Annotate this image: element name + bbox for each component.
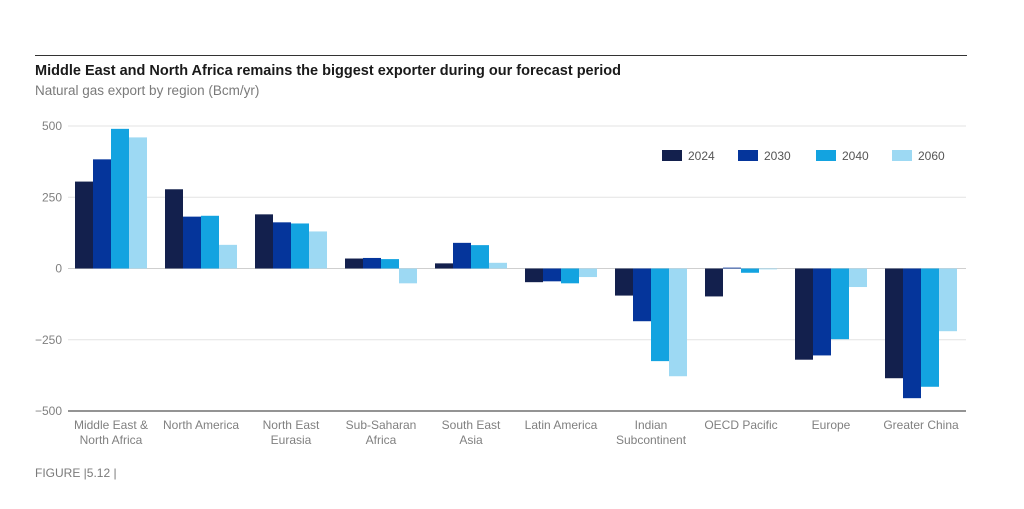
category-label: South East: [442, 418, 501, 432]
bar-2040: [471, 245, 489, 269]
bar-2030: [543, 268, 561, 282]
legend-label: 2030: [764, 149, 791, 163]
bar-2030: [903, 268, 921, 399]
bar-2024: [75, 181, 93, 269]
legend-swatch-2060: [892, 150, 912, 161]
legend-label: 2060: [918, 149, 945, 163]
bar-2030: [813, 268, 831, 356]
category-label: North Africa: [80, 433, 143, 447]
y-tick-label: −500: [35, 404, 62, 418]
bar-2030: [93, 159, 111, 269]
category-label: Indian: [635, 418, 668, 432]
category-label: Greater China: [883, 418, 959, 432]
chart-title: Middle East and North Africa remains the…: [35, 63, 622, 79]
top-rule: [35, 55, 967, 56]
bar-2040: [561, 268, 579, 284]
bar-2060: [939, 268, 957, 332]
bar-2060: [489, 262, 507, 269]
bar-2060: [849, 268, 867, 288]
bar-2040: [741, 268, 759, 273]
category-label: Middle East &: [74, 418, 148, 432]
legend-swatch-2040: [816, 150, 836, 161]
bar-2030: [723, 267, 741, 269]
legend-swatch-2030: [738, 150, 758, 161]
bar-2024: [705, 268, 723, 297]
bar-2030: [633, 268, 651, 322]
bar-2024: [525, 268, 543, 283]
chart-subtitle: Natural gas export by region (Bcm/yr): [35, 83, 260, 98]
legend-label: 2024: [688, 149, 715, 163]
bar-2024: [435, 263, 453, 269]
bar-2030: [183, 216, 201, 269]
legend-swatch-2024: [662, 150, 682, 161]
bar-2060: [579, 268, 597, 278]
bar-2030: [273, 222, 291, 269]
category-label: Africa: [366, 433, 397, 447]
bar-2060: [759, 268, 777, 270]
category-label: North America: [163, 418, 239, 432]
category-label: OECD Pacific: [704, 418, 777, 432]
category-label: Europe: [812, 418, 851, 432]
y-tick-label: 0: [55, 262, 62, 276]
bar-2024: [795, 268, 813, 360]
bar-2040: [291, 223, 309, 269]
bar-2024: [165, 189, 183, 269]
bar-2040: [921, 268, 939, 387]
bar-2030: [363, 257, 381, 269]
category-label: Sub-Saharan: [346, 418, 417, 432]
bar-2060: [399, 268, 417, 284]
category-label: North East: [263, 418, 320, 432]
bar-2040: [381, 259, 399, 269]
bar-2024: [615, 268, 633, 296]
bar-2030: [453, 242, 471, 269]
bar-2040: [201, 215, 219, 269]
category-label: Eurasia: [271, 433, 312, 447]
bar-2024: [255, 214, 273, 269]
bar-2024: [345, 258, 363, 269]
bar-2040: [651, 268, 669, 362]
figure-label: FIGURE |5.12 |: [35, 466, 117, 480]
bar-2060: [309, 231, 327, 269]
bar-2040: [831, 268, 849, 340]
y-tick-label: 500: [42, 119, 62, 133]
bar-2060: [669, 268, 687, 377]
category-label: Latin America: [525, 418, 598, 432]
bar-2060: [219, 244, 237, 269]
category-label: Asia: [459, 433, 483, 447]
category-label: Subcontinent: [616, 433, 687, 447]
y-tick-label: 250: [42, 190, 62, 204]
bar-2040: [111, 128, 129, 269]
legend-label: 2040: [842, 149, 869, 163]
y-tick-label: −250: [35, 333, 62, 347]
bar-2060: [129, 137, 147, 269]
bar-2024: [885, 268, 903, 379]
